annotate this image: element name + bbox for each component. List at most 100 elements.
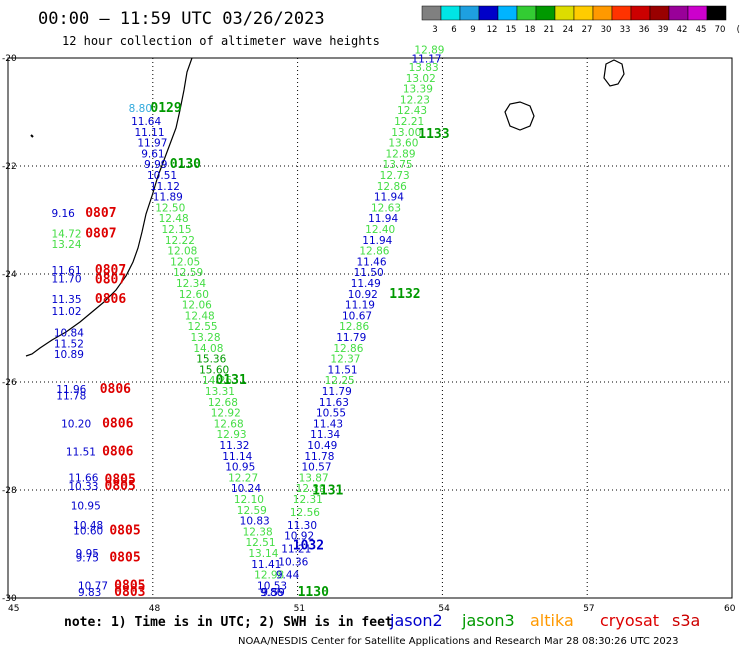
y-tick-label: -24 <box>2 270 17 280</box>
swh-value-label: 12.55 <box>188 321 218 333</box>
swh-value-label: 11.49 <box>351 278 381 290</box>
coastline <box>25 57 625 357</box>
swh-value-label: 11.30 <box>287 520 317 532</box>
swh-value-label: 9.99 <box>144 159 167 171</box>
color-scale-label: 3 <box>432 25 437 35</box>
swh-value-label: 12.59 <box>173 267 203 279</box>
swh-value-label: 10.77 <box>78 580 108 592</box>
swh-value-label: 13.00 <box>391 127 421 139</box>
swh-value-label: 11.34 <box>310 429 340 441</box>
swh-value-label: 15.36 <box>196 354 226 366</box>
swh-value-label: 12.15 <box>161 224 191 236</box>
swh-value-label: 13.75 <box>383 159 413 171</box>
pass-time-label: 0806 <box>102 444 133 459</box>
swh-value-label: 12.68 <box>214 418 244 430</box>
swh-value-label: 14.72 <box>51 228 81 240</box>
swh-value-label: 9.75 <box>76 552 99 564</box>
swh-value-label: 9.44 <box>276 570 300 582</box>
pass-time-label: 0807 <box>85 226 116 241</box>
swh-value-label: 9.83 <box>78 587 101 599</box>
color-swatch <box>630 5 651 21</box>
note-text: note: 1) Time is in UTC; 2) SWH is in fe… <box>64 615 393 630</box>
swh-value-label: 11.52 <box>54 338 84 350</box>
swh-value-label: 11.41 <box>251 559 281 571</box>
swh-value-label: 10.53 <box>257 580 287 592</box>
small-island <box>30 134 34 138</box>
swh-value-label: 11.46 <box>356 256 386 268</box>
swh-value-label: 12.34 <box>176 278 206 290</box>
swh-value-label: 11.61 <box>51 265 81 277</box>
swh-value-label: 11.51 <box>328 364 358 376</box>
swh-value-label: 10.33 <box>68 481 98 493</box>
y-tick-labels: -20 -22 -24 -26 -28 -30 <box>2 54 17 604</box>
swh-value-label: 12.43 <box>397 105 427 117</box>
swh-value-label: 11.97 <box>137 138 167 150</box>
swh-value-label: 10.36 <box>278 557 308 569</box>
swh-value-label: 11.66 <box>68 472 98 484</box>
swh-value-label: 13.14 <box>248 548 278 560</box>
pass-time-label: 0803 <box>114 585 145 600</box>
x-tick-label: 57 <box>583 604 594 614</box>
swh-value-label: 14.26 <box>202 375 232 387</box>
color-scale-label: 45 <box>696 25 707 35</box>
color-scale-label: 27 <box>582 25 593 35</box>
color-swatch <box>440 5 461 21</box>
swh-value-label: 10.83 <box>240 516 270 528</box>
color-scale-label: 15 <box>506 25 517 35</box>
pass-time-label: 0805 <box>105 479 136 494</box>
color-swatch <box>516 5 537 21</box>
x-tick-label: 60 <box>724 604 736 614</box>
color-swatch <box>573 5 594 21</box>
pass-time-label: 0130 <box>170 157 201 172</box>
swh-value-label: 11.43 <box>313 418 343 430</box>
footer-text: NOAA/NESDIS Center for Satellite Applica… <box>238 636 679 647</box>
swh-value-label: 12.25 <box>325 375 355 387</box>
swh-value-label: 12.37 <box>330 354 360 366</box>
color-scale-label: 18 <box>525 25 536 35</box>
swh-value-label: 9.95 <box>76 548 99 560</box>
swh-value-label: 12.50 <box>155 202 185 214</box>
color-swatch <box>554 5 575 21</box>
swh-value-label: 13.24 <box>51 239 81 251</box>
swh-value-label: 12.98 <box>254 570 284 582</box>
swh-value-label: 11.96 <box>56 384 86 396</box>
swh-value-label: 14.08 <box>193 343 223 355</box>
swh-value-label: 10.95 <box>71 500 101 512</box>
y-tick-label: -26 <box>2 378 17 388</box>
swh-value-label: 12.31 <box>293 494 323 506</box>
pass-time-label: 0806 <box>102 416 133 431</box>
swh-value-label: 13.39 <box>403 84 433 96</box>
pass-time-label: 0805 <box>109 550 140 565</box>
swh-value-label: 9.86 <box>260 587 284 599</box>
swh-value-label: 11.63 <box>319 397 349 409</box>
swh-value-label: 10.60 <box>73 525 103 537</box>
x-tick-label: 45 <box>8 604 19 614</box>
color-swatch <box>649 5 670 21</box>
swh-value-label: 15.60 <box>199 364 229 376</box>
swh-value-label: 11.70 <box>51 274 81 286</box>
swh-value-label: 11.51 <box>66 446 96 458</box>
swh-value-label: 10.95 <box>225 462 255 474</box>
color-scale-label: 24 <box>563 25 574 35</box>
pass-time-label: 1132 <box>389 287 420 302</box>
pass-time-label: 1133 <box>418 127 449 142</box>
swh-value-label: 11.64 <box>131 116 161 128</box>
swh-value-label: 12.22 <box>165 235 195 247</box>
color-swatch <box>421 5 442 21</box>
legend-item-cryosat: cryosat <box>600 611 659 630</box>
x-tick-label: 51 <box>294 604 305 614</box>
pass-time-label: 0807 <box>85 206 116 221</box>
swh-value-label: 12.23 <box>400 94 430 106</box>
swh-value-label: 12.06 <box>182 300 212 312</box>
data-labels: 8.8011.6411.1111.979.619.9910.5111.1211.… <box>51 45 449 600</box>
swh-value-label: 12.10 <box>234 494 264 506</box>
grid <box>8 58 732 598</box>
swh-value-label: 13.83 <box>409 62 439 74</box>
swh-value-label: 13.87 <box>299 472 329 484</box>
swh-value-label: 11.11 <box>134 127 164 139</box>
y-tick-label: -20 <box>2 54 17 64</box>
swh-value-label: 9.16 <box>51 208 75 220</box>
swh-value-label: 12.27 <box>228 472 258 484</box>
